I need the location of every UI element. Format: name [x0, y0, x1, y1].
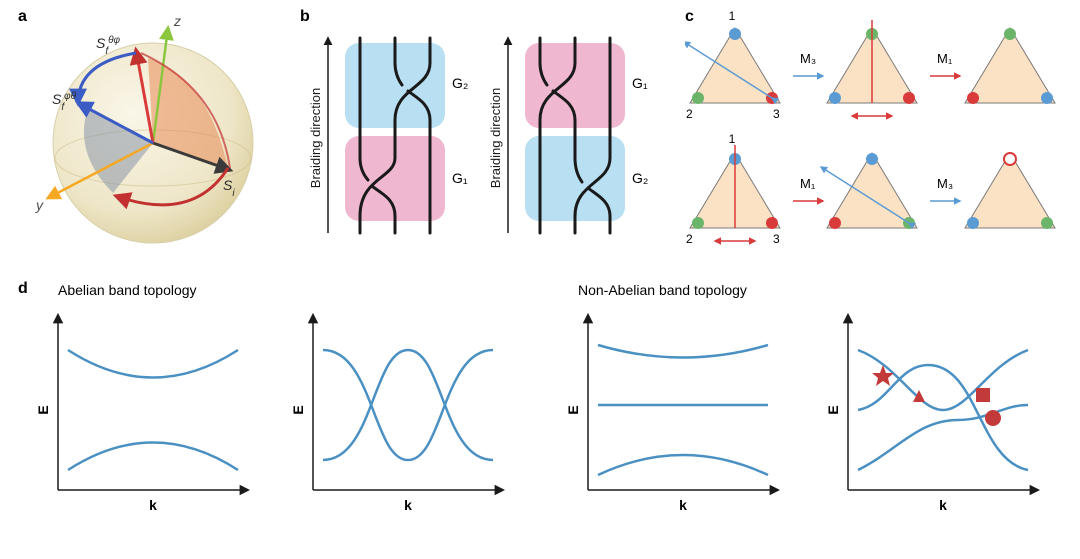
label-g1-right: G₁ [632, 75, 648, 91]
node-circle-icon [985, 410, 1001, 426]
braiding-left: Braiding direction G₂ G₁ [308, 38, 468, 233]
braid-direction-right: Braiding direction [488, 88, 503, 188]
triangle-r2c3 [965, 153, 1055, 229]
braiding-right: Braiding direction G₁ G₂ [488, 38, 648, 233]
nonabelian-title: Non-Abelian band topology [578, 282, 747, 298]
plot-3: E k [565, 315, 778, 513]
plot-4: E k [825, 315, 1038, 513]
axis-k-4: k [939, 497, 947, 513]
v2b-label: 2 [686, 232, 693, 246]
plot-1: E k [35, 315, 248, 513]
triangle-r2c2 [821, 153, 917, 229]
panel-a: a [18, 8, 268, 263]
label-z: z [173, 13, 181, 29]
op-m1-r2: M₁ [800, 176, 816, 191]
panel-b-label: b [300, 8, 310, 26]
axis-e-4: E [825, 405, 841, 414]
axis-e-3: E [565, 405, 581, 414]
v3b-label: 3 [773, 232, 780, 246]
abelian-title: Abelian band topology [58, 282, 197, 298]
label-y: y [35, 197, 44, 213]
triangle-r2c1: 1 2 3 [686, 132, 780, 246]
triangle-r1c1: 1 2 3 [685, 9, 780, 121]
v1b-label: 1 [729, 132, 736, 146]
v2-label: 2 [686, 107, 693, 121]
braid-direction-left: Braiding direction [308, 88, 323, 188]
op-m1-r1: M₁ [937, 51, 953, 66]
axis-k-2: k [404, 497, 412, 513]
panel-c-triangle-diagram: 1 2 3 M₃ M₁ [685, 8, 1065, 258]
panel-b: b Braiding direction G₂ G₁ [300, 8, 660, 263]
node-square-icon [976, 388, 990, 402]
node-star-icon [872, 365, 894, 386]
axis-k-1: k [149, 497, 157, 513]
triangle-r1c3 [965, 28, 1055, 104]
axis-k-3: k [679, 497, 687, 513]
axis-e-1: E [35, 405, 51, 414]
triangle-r1c2 [827, 20, 917, 116]
panel-a-label: a [18, 8, 27, 26]
label-g2-right: G₂ [632, 170, 648, 186]
op-m3-r1: M₃ [800, 51, 816, 66]
axis-e-2: E [290, 405, 306, 414]
panel-c: c 1 2 3 M₃ [685, 8, 1065, 263]
node-triangle-icon [913, 390, 925, 402]
v1-label: 1 [729, 9, 736, 23]
label-g2-left: G₂ [452, 75, 468, 91]
v3-label: 3 [773, 107, 780, 121]
panel-d: d Abelian band topology Non-Abelian band… [18, 280, 1062, 550]
panel-c-label: c [685, 8, 694, 26]
panel-b-braiding-diagram: Braiding direction G₂ G₁ [300, 8, 660, 258]
panel-d-label: d [18, 280, 28, 298]
plot-2: E k [290, 315, 503, 513]
panel-d-plots: E k E k E k E k [18, 300, 1062, 550]
label-g1-left: G₁ [452, 170, 468, 186]
op-m3-r2: M₃ [937, 176, 953, 191]
panel-a-sphere-diagram: z y Si Sfθφ Sfφθ [18, 8, 268, 258]
